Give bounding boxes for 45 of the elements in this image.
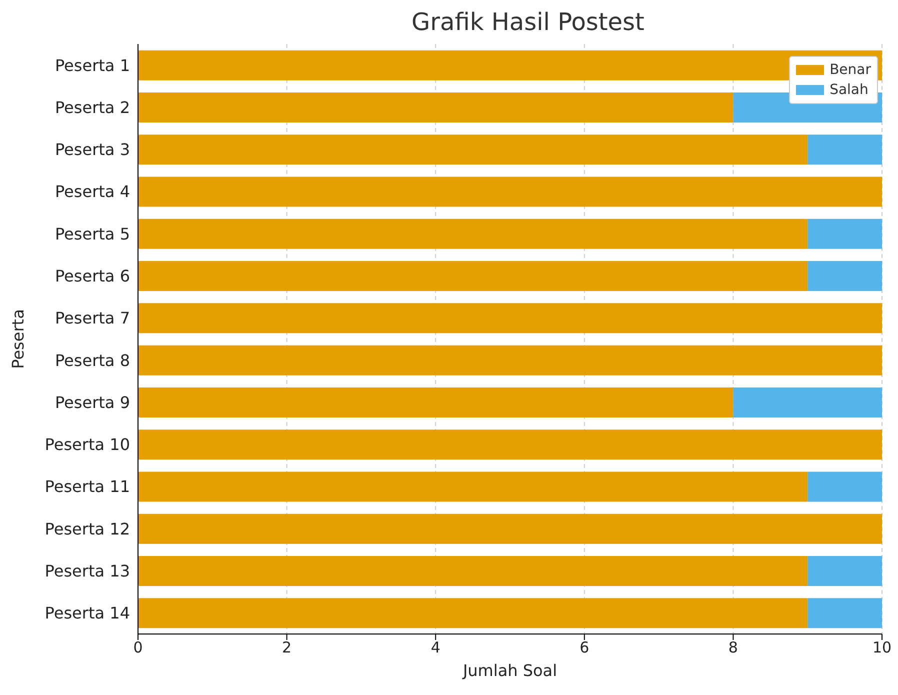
y-tick-label: Peserta 4 [54, 182, 130, 202]
bar [138, 176, 882, 207]
bar [138, 598, 808, 628]
bar [138, 556, 808, 586]
bar [808, 261, 882, 292]
bar [138, 218, 808, 249]
bar [138, 430, 882, 460]
y-tick-label: Peserta 5 [54, 224, 130, 244]
y-tick-label: Peserta 3 [54, 140, 130, 160]
x-tick-label: 2 [282, 638, 292, 657]
x-tick-label: 0 [133, 638, 143, 657]
bar [733, 387, 882, 418]
y-tick-label: Peserta 10 [44, 435, 130, 454]
x-axis-title: Jumlah Soal [462, 661, 558, 680]
legend-label: Salah [830, 81, 868, 100]
x-tick-label: 4 [430, 638, 440, 657]
bar [808, 218, 882, 249]
bar [138, 514, 882, 544]
x-tick-label: 6 [580, 638, 590, 657]
bar [138, 303, 882, 334]
bar [138, 387, 734, 418]
legend-label: Benar [830, 61, 871, 80]
bar [808, 556, 882, 586]
y-tick-label: Peserta 13 [44, 561, 130, 580]
bar [138, 92, 734, 122]
bar [138, 134, 808, 165]
y-tick-label: Peserta 11 [44, 477, 130, 496]
y-tick-label: Peserta 7 [54, 308, 130, 328]
bar [138, 345, 882, 376]
bar [808, 472, 882, 502]
bar [808, 598, 882, 628]
bar [138, 261, 808, 292]
y-tick-label: Peserta 6 [54, 266, 130, 286]
y-tick-label: Peserta 2 [54, 98, 130, 117]
y-tick-label: Peserta 8 [54, 350, 130, 370]
y-tick-label: Peserta 14 [44, 604, 130, 623]
y-tick-label: Peserta 1 [54, 56, 130, 75]
x-tick-label: 10 [872, 638, 892, 657]
x-tick-label: 8 [728, 638, 738, 657]
chart-title: Grafik Hasil Postest [410, 8, 646, 38]
y-tick-label: Peserta 9 [54, 392, 130, 412]
bar [138, 472, 808, 502]
bar [808, 134, 882, 165]
y-tick-label: Peserta 12 [44, 519, 130, 538]
y-axis-title: Peserta [8, 309, 28, 369]
